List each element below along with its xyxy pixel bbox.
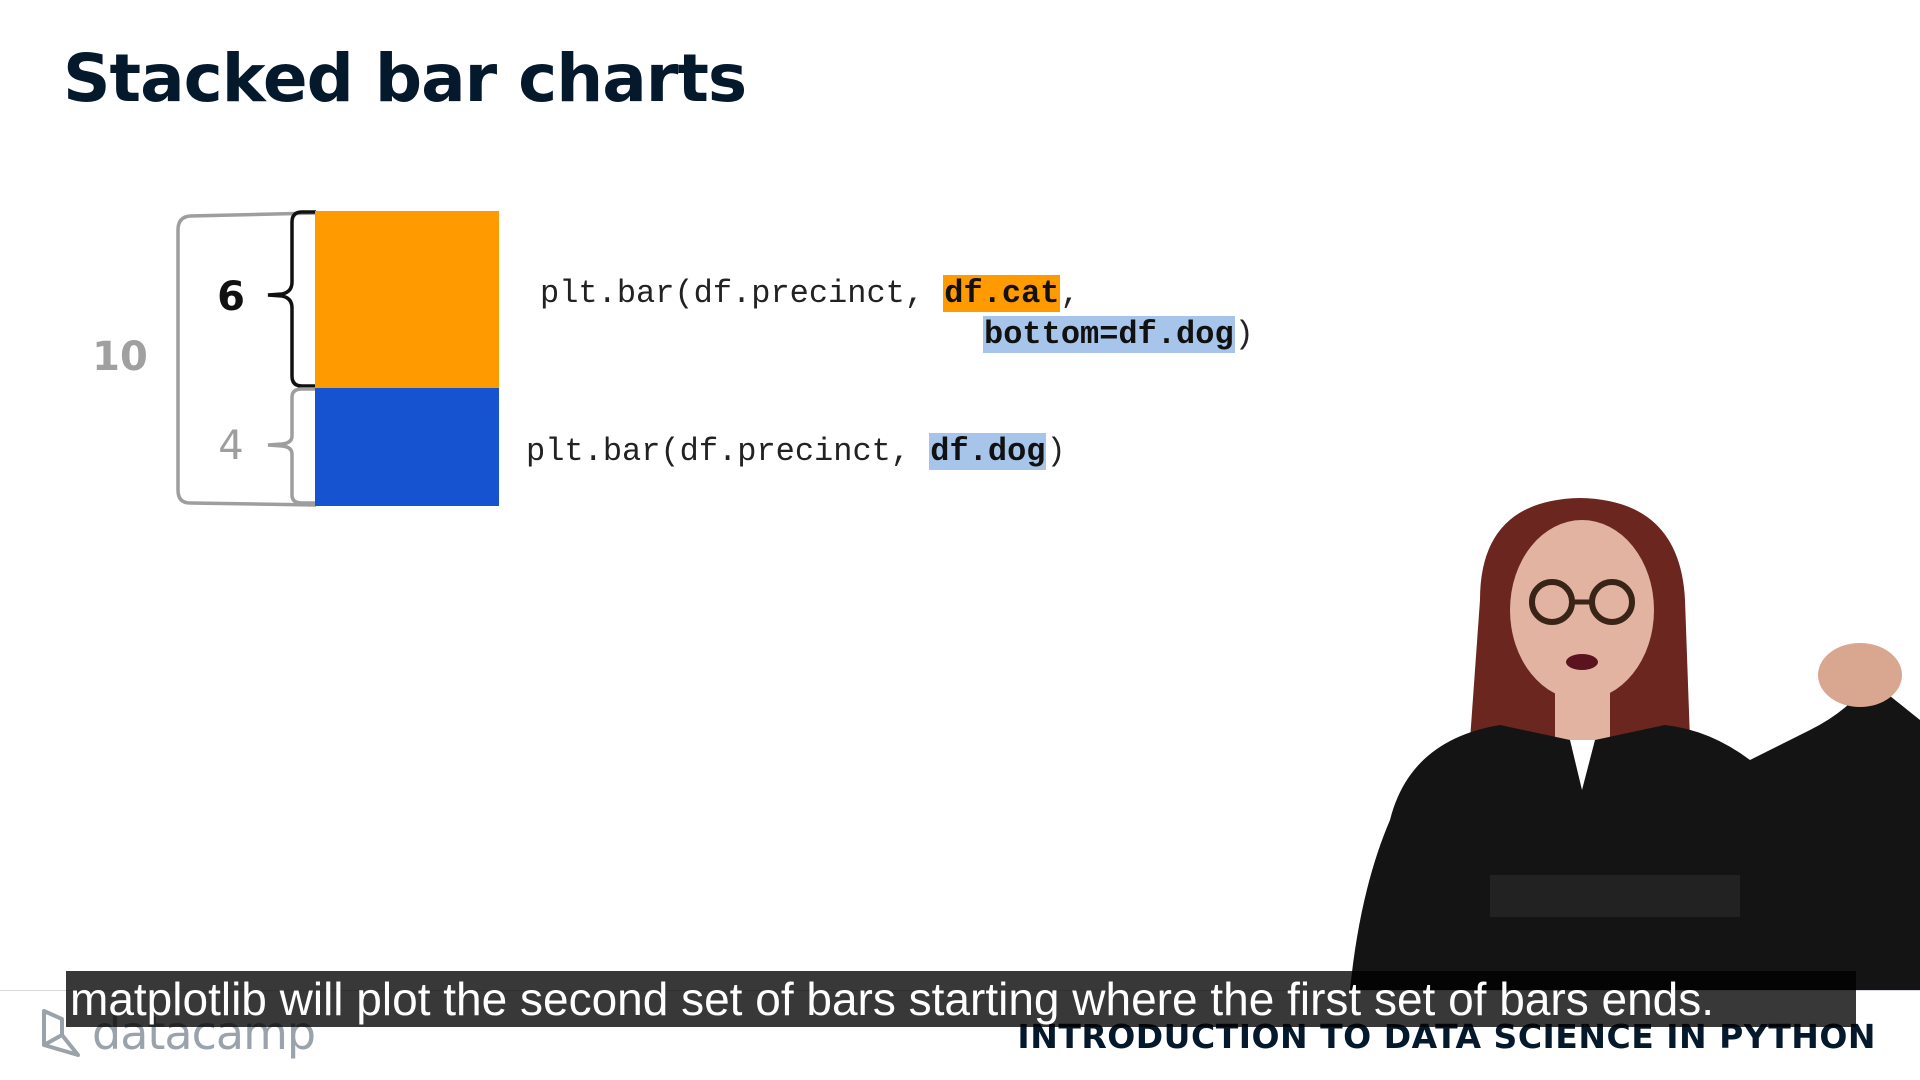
code-cat-suffix: , <box>1060 275 1080 312</box>
code-bottom-arg: bottom=df.dog <box>983 316 1235 353</box>
slide-title: Stacked bar charts <box>63 40 747 117</box>
dog-brace <box>267 387 316 505</box>
total-bracket <box>176 211 317 507</box>
code-cat-prefix: plt.bar(df.precinct, <box>540 275 944 312</box>
presenter-silhouette <box>1350 498 1920 990</box>
dog-value-label: 4 <box>218 423 243 469</box>
total-value-label: 10 <box>92 334 148 380</box>
code-dog-line: plt.bar(df.precinct, df.dog) <box>526 431 1066 472</box>
presenter-video <box>1330 490 1920 990</box>
subtitle-caption: matplotlib will plot the second set of b… <box>66 971 1856 1027</box>
cat-brace <box>267 210 316 388</box>
code-dog-suffix: ) <box>1046 433 1066 470</box>
code-dog-prefix: plt.bar(df.precinct, <box>526 433 930 470</box>
cat-bar-segment <box>315 211 499 388</box>
code-cat-bottom-line: bottom=df.dog) <box>983 314 1254 355</box>
code-bottom-suffix: ) <box>1234 316 1254 353</box>
cat-value-label: 6 <box>217 274 245 320</box>
code-dog-arg: df.dog <box>929 433 1047 470</box>
code-cat-arg: df.cat <box>943 275 1061 312</box>
datacamp-logo-icon <box>42 1009 80 1057</box>
dog-bar-segment <box>315 388 499 506</box>
code-cat-line: plt.bar(df.precinct, df.cat, <box>540 273 1080 314</box>
